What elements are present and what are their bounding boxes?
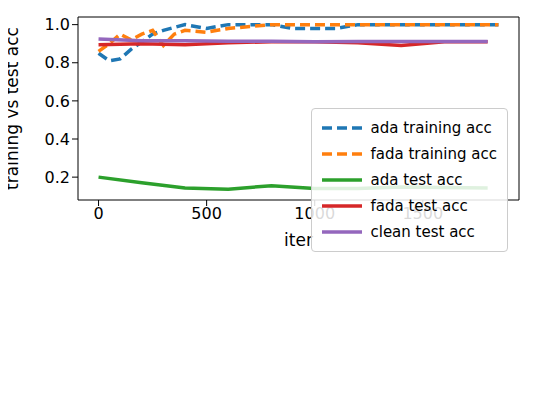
svg-text:1000: 1000 — [294, 204, 335, 223]
svg-text:0: 0 — [93, 204, 103, 223]
svg-text:0.8: 0.8 — [45, 53, 70, 72]
svg-text:500: 500 — [191, 204, 222, 223]
svg-text:training vs test acc: training vs test acc — [8, 27, 22, 190]
svg-text:1500: 1500 — [402, 204, 443, 223]
svg-text:0.2: 0.2 — [45, 168, 70, 187]
svg-text:iter: iter — [284, 230, 313, 250]
svg-text:1.0: 1.0 — [45, 15, 70, 34]
svg-text:0.4: 0.4 — [45, 130, 70, 149]
svg-text:0.6: 0.6 — [45, 92, 70, 111]
